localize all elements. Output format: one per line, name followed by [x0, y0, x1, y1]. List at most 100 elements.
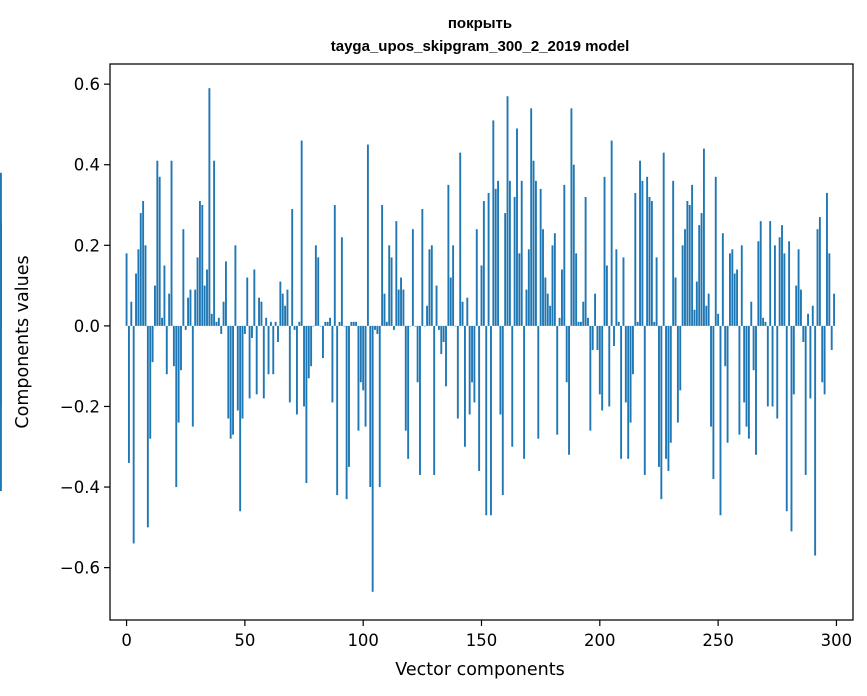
bar-44 — [229, 325, 232, 439]
bar-150 — [480, 265, 483, 326]
bar-198 — [594, 293, 597, 326]
bar-213 — [629, 325, 632, 423]
bar-111 — [388, 245, 391, 326]
bar-252 — [721, 233, 724, 326]
bar-146 — [471, 325, 473, 383]
bar-8 — [144, 245, 147, 326]
bar-149 — [478, 325, 481, 471]
bar-222 — [650, 200, 653, 326]
y-tick-label: −0.4 — [60, 478, 100, 497]
bar-87 — [331, 325, 334, 403]
bar-234 — [679, 325, 682, 391]
bar-148 — [475, 229, 478, 326]
bar-273 — [771, 325, 774, 407]
y-tick-label: 0.6 — [74, 75, 100, 94]
bar-55 — [255, 325, 258, 395]
bar-287 — [804, 325, 807, 475]
bar-186 — [565, 325, 568, 383]
bar-51 — [246, 277, 249, 326]
bar-70 — [291, 209, 294, 326]
bar-1 — [127, 325, 130, 463]
bar-163 — [511, 325, 514, 447]
bar-226 — [660, 325, 663, 500]
bar-25 — [184, 325, 187, 330]
bar-290 — [811, 305, 814, 326]
bar-254 — [726, 325, 729, 443]
bar-128 — [428, 249, 431, 326]
bar-30 — [196, 257, 199, 326]
bar-122 — [414, 325, 417, 327]
y-tick-label: −0.6 — [60, 559, 100, 578]
bar-229 — [667, 325, 670, 471]
bar-41 — [222, 301, 225, 326]
bar-98 — [357, 325, 360, 431]
bar-179 — [549, 305, 552, 326]
bar-132 — [437, 325, 440, 330]
bar-49 — [241, 325, 244, 419]
bar-239 — [691, 184, 694, 326]
bar-190 — [575, 253, 578, 326]
bar-105 — [374, 325, 376, 330]
bar-295 — [823, 325, 826, 395]
bar-62 — [272, 325, 275, 375]
bar-275 — [776, 325, 779, 419]
bar-233 — [676, 325, 679, 423]
bar-298 — [830, 325, 833, 351]
bar-59 — [265, 317, 268, 326]
bar-187 — [568, 325, 570, 455]
bar-219 — [643, 325, 646, 475]
x-tick-label: 200 — [584, 631, 616, 650]
bar-10 — [149, 325, 152, 439]
x-tick-label: 300 — [821, 631, 853, 650]
bars-group — [0, 88, 836, 592]
bar-88 — [333, 205, 336, 326]
bar-117 — [402, 289, 405, 326]
bar-118 — [404, 325, 407, 431]
bar-218 — [641, 180, 644, 326]
bar-155 — [492, 120, 495, 326]
bar-35 — [208, 88, 211, 326]
bar-299 — [833, 293, 836, 326]
bar-38 — [215, 321, 218, 326]
bar-193 — [582, 301, 585, 326]
bar-50 — [243, 325, 246, 334]
bar-84 — [324, 321, 327, 326]
bar-85 — [326, 321, 329, 326]
bar-197 — [591, 325, 594, 351]
bar-106 — [376, 325, 379, 334]
bar-264 — [750, 301, 753, 326]
bar-2 — [130, 301, 133, 326]
bar-188 — [570, 108, 573, 326]
bar-256 — [731, 249, 734, 326]
bar-93 — [345, 325, 348, 500]
bar-123 — [416, 325, 419, 383]
bar-147 — [473, 325, 476, 403]
bar-125 — [421, 209, 424, 326]
bar-undefined — [0, 325, 2, 492]
bar-263 — [747, 325, 750, 439]
bar-180 — [551, 245, 554, 326]
bar-294 — [821, 325, 824, 383]
bar-200 — [598, 325, 601, 395]
bar-114 — [395, 221, 398, 326]
bar-217 — [639, 160, 641, 326]
bar-171 — [530, 108, 533, 326]
bar-152 — [485, 325, 488, 516]
bar-54 — [253, 269, 256, 326]
bar-241 — [695, 281, 698, 326]
bar-253 — [724, 325, 727, 367]
bar-100 — [362, 325, 365, 391]
bar-71 — [293, 325, 296, 330]
bar-53 — [251, 325, 253, 338]
y-tick-label: 0.4 — [74, 156, 100, 175]
bar-34 — [206, 269, 208, 326]
bar-194 — [584, 196, 587, 326]
bar-157 — [497, 180, 500, 326]
chart-title-line-1: покрыть — [448, 15, 512, 32]
y-tick-label: 0.0 — [74, 317, 100, 336]
bar-176 — [542, 229, 544, 326]
bar-134 — [442, 325, 445, 342]
bar-107 — [378, 325, 381, 488]
bar-296 — [826, 192, 828, 326]
bar-227 — [662, 152, 665, 326]
